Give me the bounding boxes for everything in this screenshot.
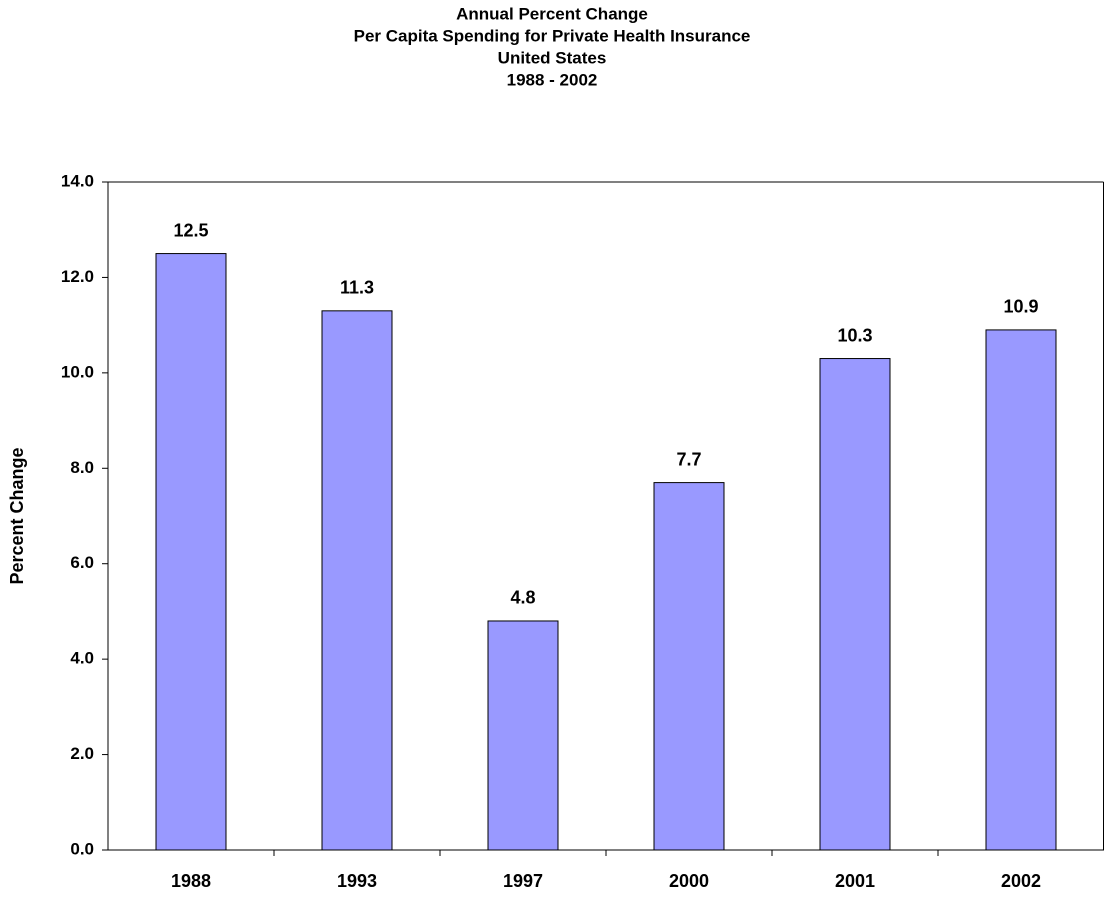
bar xyxy=(985,329,1057,851)
x-tick-label: 1993 xyxy=(337,871,377,891)
x-tick-label: 2002 xyxy=(1001,871,1041,891)
x-tick-label: 1988 xyxy=(171,871,211,891)
bar xyxy=(321,310,393,851)
bar xyxy=(487,620,559,851)
chart-title: United States xyxy=(498,48,607,67)
data-label: 11.3 xyxy=(340,278,374,298)
chart-title: 1988 - 2002 xyxy=(507,70,598,89)
y-tick-label: 8.0 xyxy=(70,458,94,477)
x-tick-label: 1997 xyxy=(503,871,543,891)
data-label: 4.8 xyxy=(510,588,535,608)
bar xyxy=(653,482,725,851)
y-tick-label: 6.0 xyxy=(70,553,94,572)
y-tick-label: 12.0 xyxy=(61,267,94,286)
x-tick-label: 2001 xyxy=(835,871,875,891)
y-tick-label: 10.0 xyxy=(61,362,94,381)
bar xyxy=(819,358,891,851)
data-label: 10.3 xyxy=(837,325,872,345)
bar xyxy=(155,253,227,851)
y-tick-label: 2.0 xyxy=(70,744,94,763)
chart-title: Per Capita Spending for Private Health I… xyxy=(354,26,751,45)
y-axis-label: Percent Change xyxy=(7,447,27,584)
chart-title: Annual Percent Change xyxy=(456,4,648,23)
y-tick-label: 4.0 xyxy=(70,649,94,668)
data-label: 12.5 xyxy=(173,220,208,240)
data-label: 10.9 xyxy=(1003,297,1038,317)
y-tick-label: 0.0 xyxy=(70,839,94,858)
y-tick-label: 14.0 xyxy=(61,171,94,190)
x-tick-label: 2000 xyxy=(669,871,709,891)
data-label: 7.7 xyxy=(676,449,701,469)
